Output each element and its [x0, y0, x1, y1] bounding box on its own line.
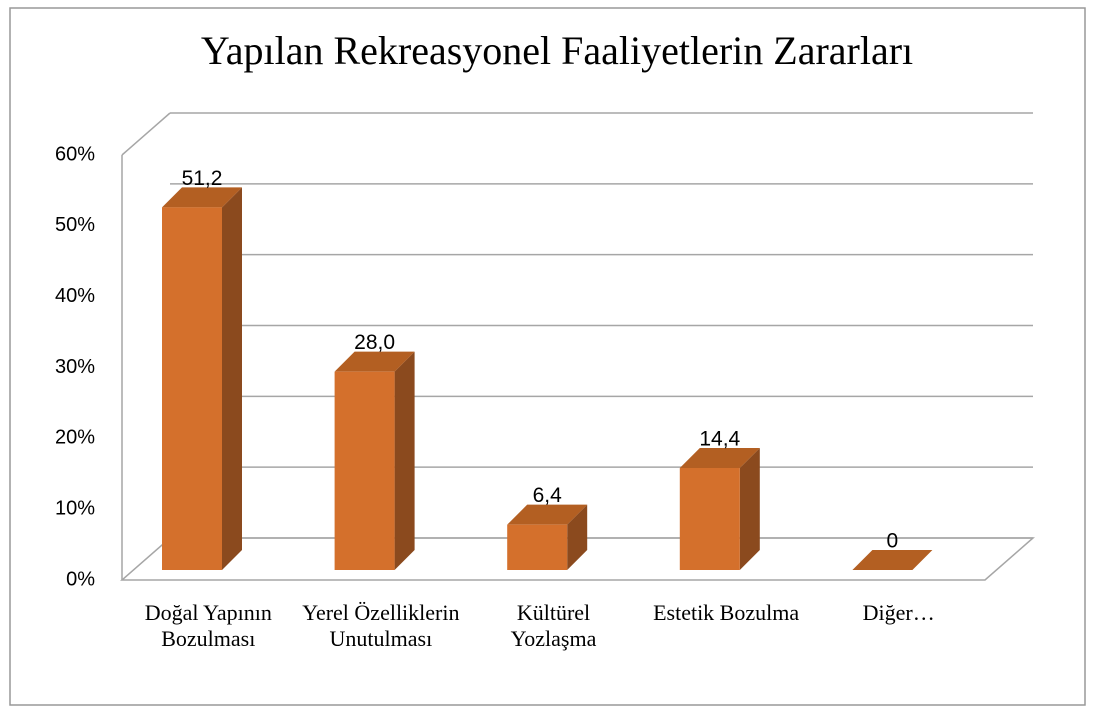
y-tick-label: 40% — [55, 285, 95, 307]
y-tick-label: 30% — [55, 356, 95, 378]
bar-side — [739, 448, 760, 570]
bar-side — [567, 504, 588, 570]
value-label: 0 — [887, 530, 899, 553]
x-tick-label: Estetik Bozulma — [653, 600, 800, 625]
value-label: 51,2 — [182, 167, 223, 190]
y-tick-label: 60% — [55, 143, 95, 165]
y-tick-label: 20% — [55, 427, 95, 449]
x-tick-label: Yerel Özelliklerin Unutulması — [302, 600, 460, 651]
y-tick-label: 10% — [55, 497, 95, 519]
x-tick-label: Doğal Yapının Bozulması — [144, 600, 272, 651]
bar-top — [679, 448, 760, 468]
y-tick-label: 0% — [66, 568, 95, 590]
chart-title: Yapılan Rekreasyonel Faaliyetlerin Zarar… — [201, 28, 913, 73]
bar-top — [334, 351, 415, 372]
bar — [679, 468, 740, 570]
bar-top — [507, 504, 588, 525]
bar — [334, 371, 395, 570]
bar — [507, 524, 568, 570]
value-label: 14,4 — [699, 428, 740, 451]
wall-edge — [121, 112, 171, 156]
x-tick-label: Diğer… — [862, 600, 935, 625]
bar — [162, 207, 222, 571]
bar-top — [852, 550, 933, 570]
value-label: 6,4 — [533, 484, 563, 507]
bar-side — [222, 187, 242, 571]
x-tick-label: Kültürel Yozlaşma — [510, 600, 597, 651]
bar-top — [162, 187, 242, 208]
bar-side — [394, 351, 415, 570]
value-label: 28,0 — [354, 331, 395, 354]
y-tick-label: 50% — [55, 214, 95, 236]
